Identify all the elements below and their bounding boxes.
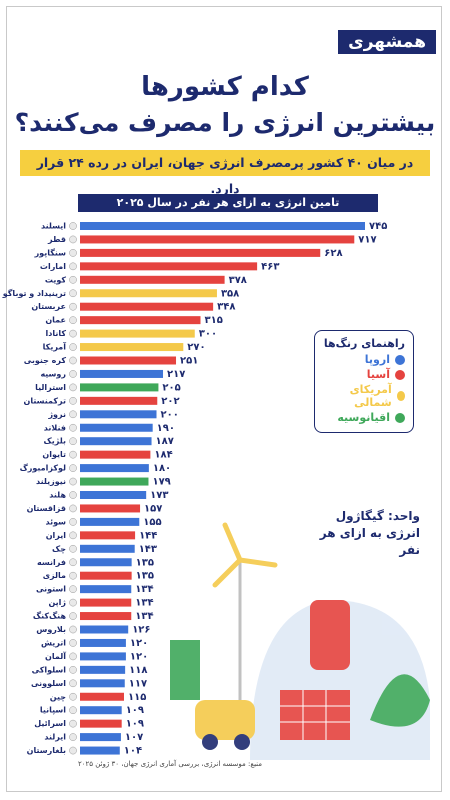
legend-label: اقیانوسیه: [337, 411, 390, 424]
legend-label: اروپا: [364, 353, 390, 366]
legend-item: اروپا: [323, 353, 405, 366]
logo: همشهری: [338, 30, 436, 54]
chart-title: تامین انرژی به ازای هر نفر در سال ۲۰۲۵: [78, 194, 378, 212]
legend-label: آسیا: [366, 368, 390, 381]
legend-item: آمریکای شمالی: [323, 383, 405, 409]
legend-swatch: [395, 354, 405, 365]
legend-item: آسیا: [323, 368, 405, 381]
legend: راهنمای رنگ‌ها اروپا آسیا آمریکای شمالی اقی…: [314, 330, 414, 433]
legend-swatch: [396, 391, 405, 401]
legend-swatch: [395, 369, 405, 380]
note: در میان ۴۰ کشور پرمصرف انرژی جهان، ایران…: [20, 150, 430, 196]
legend-title: راهنمای رنگ‌ها: [323, 337, 405, 350]
unit: واحد: گیگاژول انرژی به ازای هر نفر: [319, 509, 420, 557]
title: کدام کشورها: [141, 72, 309, 102]
legend-item: اقیانوسیه: [323, 411, 405, 424]
frame: [6, 6, 442, 792]
subtitle: بیشترین انرژی را مصرف می‌کنند؟: [14, 108, 436, 137]
source: منبع: موسسه انرژی، بررسی آماری انرژی جها…: [77, 760, 263, 768]
legend-label: آمریکای شمالی: [349, 383, 392, 409]
legend-swatch: [395, 412, 405, 423]
